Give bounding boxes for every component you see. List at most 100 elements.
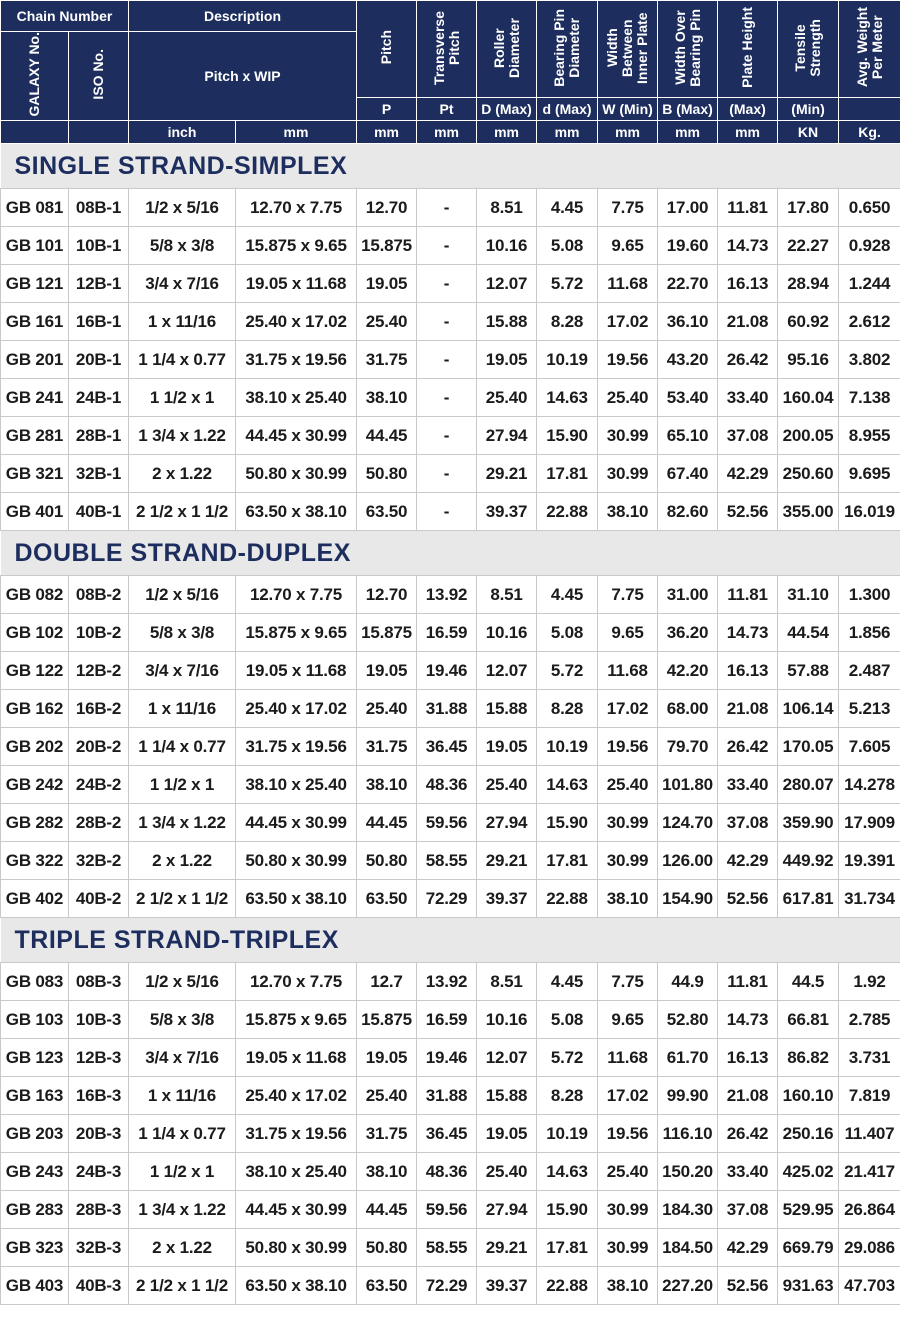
table-cell: 25.40 x 17.02 [234,302,358,341]
table-cell: 7.138 [838,378,900,417]
table-cell: 22.88 [536,492,599,531]
table-cell: 1 1/2 x 1 [128,378,236,417]
table-cell: 19.05 [356,651,418,690]
table-row: GB 282 28B-2 1 3/4 x 1.22 44.45 x 30.99 44.4… [0,803,900,842]
table-body: SINGLE STRAND-SIMPLEX GB 081 08B-1 1/2 x 5/… [0,143,900,1305]
table-row: GB 082 08B-2 1/2 x 5/16 12.70 x 7.75 12.70 13… [0,575,900,614]
table-cell: 2 x 1.22 [128,841,236,880]
table-cell: 5.72 [536,264,599,303]
table-cell: - [416,340,478,379]
table-cell: 50.80 x 30.99 [234,1228,358,1267]
table-cell: 1.300 [838,575,900,614]
symbol-weight-blank [838,97,900,121]
table-cell: 10.16 [476,226,538,265]
table-cell: 19.56 [597,340,659,379]
table-cell: 16B-2 [68,689,129,728]
table-cell: 63.50 x 38.10 [234,492,358,531]
table-cell: 16.13 [717,264,779,303]
table-cell: 25.40 [597,378,659,417]
unit-mm-transverse: mm [416,120,478,144]
table-cell: 20B-3 [68,1114,129,1153]
table-cell: 50.80 [356,454,418,493]
table-row: GB 401 40B-1 2 1/2 x 1 1/2 63.50 x 38.10 63.… [0,492,900,531]
table-cell: 25.40 x 17.02 [234,1076,358,1115]
table-cell: 1 1/2 x 1 [128,1152,236,1191]
table-row: GB 243 24B-3 1 1/2 x 1 38.10 x 25.40 38.10 48… [0,1152,900,1191]
table-cell: 7.819 [838,1076,900,1115]
table-cell: 17.909 [838,803,900,842]
table-row: GB 102 10B-2 5/8 x 3/8 15.875 x 9.65 15.875 1… [0,613,900,652]
table-cell: 126.00 [657,841,719,880]
table-cell: 2 1/2 x 1 1/2 [128,1266,236,1305]
table-cell: 17.81 [536,454,599,493]
table-cell: 22.70 [657,264,719,303]
table-cell: 17.02 [597,302,659,341]
header-pitch: Pitch [356,0,418,98]
table-cell: 44.45 x 30.99 [234,803,358,842]
table-cell: 57.88 [777,651,840,690]
table-cell: - [416,188,478,227]
table-row: GB 081 08B-1 1/2 x 5/16 12.70 x 7.75 12.70-8… [0,188,900,227]
table-cell: 32B-1 [68,454,129,493]
table-cell: 7.75 [597,575,659,614]
table-cell: GB 082 [0,575,69,614]
section-title: TRIPLE STRAND-TRIPLEX [0,917,900,963]
table-cell: 65.10 [657,416,719,455]
unit-kn: KN [777,120,840,144]
table-cell: - [416,454,478,493]
table-cell: 28.94 [777,264,840,303]
table-cell: 9.65 [597,1000,659,1039]
table-cell: 52.56 [717,879,779,918]
table-cell: 37.08 [717,416,779,455]
table-cell: 19.05 x 11.68 [234,264,358,303]
table-cell: 7.605 [838,727,900,766]
section-title: SINGLE STRAND-SIMPLEX [0,143,900,189]
table-cell: 38.10 x 25.40 [234,378,358,417]
table-row: GB 123 12B-3 3/4 x 7/16 19.05 x 11.68 19.05 1… [0,1038,900,1077]
table-cell: 5/8 x 3/8 [128,226,236,265]
table-cell: GB 101 [0,226,69,265]
table-cell: 3/4 x 7/16 [128,1038,236,1077]
table-cell: 63.50 [356,879,418,918]
table-cell: 9.65 [597,226,659,265]
table-cell: 25.40 [597,1152,659,1191]
table-cell: 14.278 [838,765,900,804]
table-cell: 1.92 [838,962,900,1001]
table-cell: 12B-3 [68,1038,129,1077]
table-cell: 38.10 [356,1152,418,1191]
table-cell: 63.50 x 38.10 [234,1266,358,1305]
table-cell: 8.51 [476,188,538,227]
table-cell: 42.29 [717,454,779,493]
table-cell: 63.50 x 38.10 [234,879,358,918]
table-row: GB 162 16B-2 1 x 11/16 25.40 x 17.02 25.40 31… [0,689,900,728]
table-cell: 15.90 [536,416,599,455]
unit-blank-galaxy [0,120,69,144]
table-cell: 31.75 x 19.56 [234,727,358,766]
table-cell: 29.21 [476,1228,538,1267]
table-cell: 38.10 x 25.40 [234,1152,358,1191]
table-cell: 32B-3 [68,1228,129,1267]
table-cell: 2.487 [838,651,900,690]
header-transverse-pitch-label: Transverse Pitch [430,10,462,85]
table-cell: GB 161 [0,302,69,341]
table-cell: 1 3/4 x 1.22 [128,1190,236,1229]
table-cell: 19.05 [476,340,538,379]
table-cell: 15.875 [356,1000,418,1039]
table-cell: 32B-2 [68,841,129,880]
table-cell: 50.80 x 30.99 [234,454,358,493]
table-cell: 154.90 [657,879,719,918]
table-cell: 19.05 [356,1038,418,1077]
table-cell: 10B-3 [68,1000,129,1039]
table-cell: 10.19 [536,1114,599,1153]
table-cell: 200.05 [777,416,840,455]
table-row: GB 201 20B-1 1 1/4 x 0.77 31.75 x 19.56 31.7… [0,340,900,379]
table-cell: 31.75 [356,1114,418,1153]
table-cell: 4.45 [536,188,599,227]
symbol-w-min: W (Min) [597,97,659,121]
header-pitch-wip: Pitch x WIP [127,31,358,121]
table-cell: 31.88 [416,689,478,728]
table-cell: 63.50 [356,492,418,531]
table-cell: 19.46 [416,651,478,690]
table-cell: GB 323 [0,1228,69,1267]
table-cell: 16.59 [416,613,478,652]
